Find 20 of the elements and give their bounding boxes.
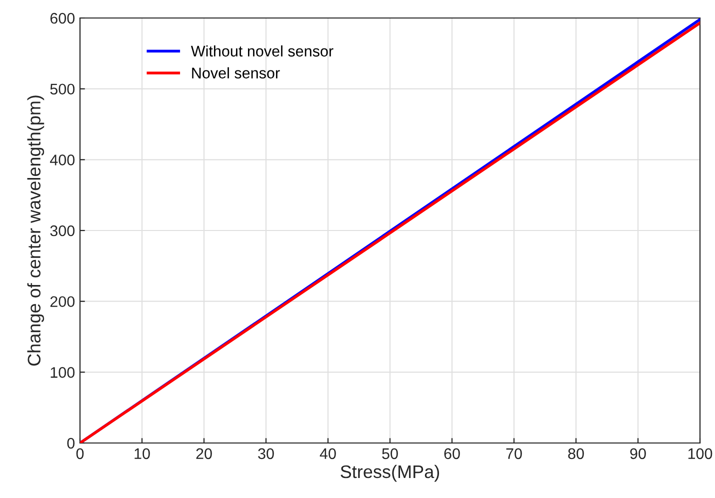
- x-tick-label: 60: [444, 448, 460, 460]
- x-axis-title: Stress(MPa): [340, 464, 440, 482]
- y-tick-label: 400: [50, 154, 75, 166]
- y-tick-label: 500: [50, 84, 75, 95]
- y-tick-label: 300: [50, 225, 75, 236]
- y-tick-label: 200: [50, 296, 75, 308]
- x-tick-label: 20: [196, 448, 212, 460]
- x-tick-label: 10: [134, 448, 150, 460]
- x-tick-label: 0: [76, 448, 84, 460]
- x-tick-label: 30: [258, 448, 274, 460]
- x-tick-label: 50: [382, 448, 398, 460]
- y-tick-label: 600: [50, 12, 75, 24]
- x-tick-label: 70: [506, 448, 522, 460]
- x-tick-label: 90: [630, 448, 646, 460]
- y-tick-label: 0: [67, 438, 75, 449]
- x-tick-label: 40: [320, 448, 336, 460]
- x-tick-label: 100: [688, 448, 712, 460]
- y-tick-label: 100: [50, 367, 75, 378]
- x-tick-label: 80: [568, 448, 584, 460]
- y-axis-title: Change of center wavelength(pm): [27, 96, 44, 366]
